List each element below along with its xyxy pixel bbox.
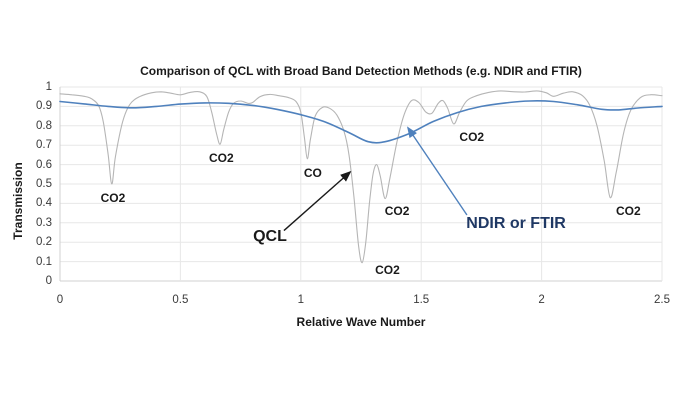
x-tick-label: 0 [56, 294, 64, 306]
qcl-series-line [59, 90, 663, 264]
y-tick-label: 0.9 [36, 100, 52, 113]
x-tick-label: 1 [297, 294, 304, 306]
qcl-callout-arrow [283, 170, 352, 232]
qcl-callout-label: QCL [253, 227, 287, 245]
grid-lines [59, 86, 663, 282]
y-tick-label: 1 [45, 81, 52, 93]
series-lines [59, 90, 663, 264]
gas-annotation-co2: CO2 [208, 150, 234, 165]
gas-annotation-co: CO [303, 166, 322, 181]
x-axis-title: Relative Wave Number [296, 315, 426, 329]
y-tick-label: 0.5 [36, 178, 52, 190]
x-tick-label: 0.5 [172, 294, 189, 306]
gas-annotation-co2: CO2 [615, 204, 641, 219]
gas-annotation-co2: CO2 [459, 130, 485, 145]
y-tick-label: 0.1 [36, 255, 52, 268]
y-tick-label: 0.3 [36, 216, 52, 229]
y-tick-label: 0 [45, 275, 52, 287]
chart-title: Comparison of QCL with Broad Band Detect… [140, 64, 582, 78]
y-tick-label: 0.8 [36, 119, 52, 132]
x-tick-label: 2.5 [654, 294, 670, 306]
y-tick-label: 0.6 [36, 158, 52, 171]
y-tick-label: 0.7 [36, 139, 52, 152]
callout-arrows [283, 126, 468, 232]
ndir-callout-arrow [407, 126, 468, 216]
y-tick-label: 0.2 [36, 236, 52, 249]
gas-annotation-co2: CO2 [100, 190, 126, 205]
x-tick-label: 2 [538, 294, 545, 306]
ndir-series-line [59, 100, 663, 144]
ndir-callout-label: NDIR or FTIR [466, 214, 566, 232]
gas-annotation-co2: CO2 [384, 204, 410, 219]
x-tick-label: 1.5 [413, 294, 430, 306]
y-tick-label: 0.4 [36, 197, 52, 210]
gas-annotation-co2: CO2 [375, 263, 400, 278]
